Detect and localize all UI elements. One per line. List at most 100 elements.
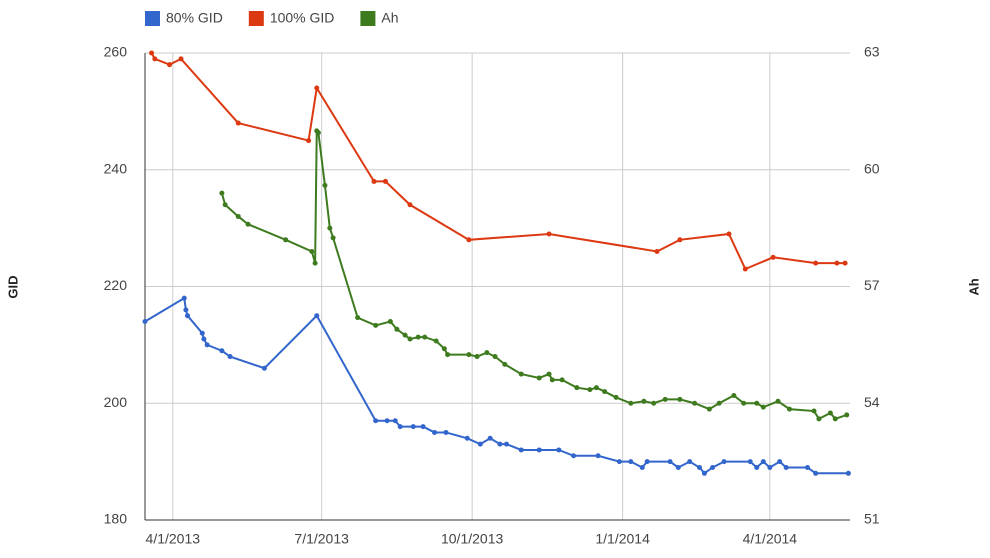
y-axis-title: GID — [5, 275, 20, 298]
data-point — [185, 313, 191, 319]
data-point — [602, 389, 608, 395]
data-point — [546, 231, 552, 237]
data-point — [770, 254, 776, 260]
data-point — [384, 418, 390, 424]
data-point — [204, 342, 210, 348]
y-tick-label: 180 — [104, 511, 128, 527]
data-point — [654, 248, 660, 254]
data-point — [355, 315, 361, 321]
data-point — [261, 365, 267, 371]
data-point — [777, 459, 783, 465]
data-point — [382, 178, 388, 184]
data-point — [222, 202, 228, 208]
data-point — [587, 387, 593, 393]
data-point — [804, 464, 810, 470]
data-point — [433, 338, 439, 344]
y2-tick-label: 54 — [864, 394, 880, 410]
y-tick-label: 240 — [104, 160, 128, 176]
data-point — [628, 459, 634, 465]
data-point — [710, 464, 716, 470]
data-point — [697, 464, 703, 470]
data-point — [484, 350, 490, 356]
data-point — [613, 394, 619, 400]
data-point — [716, 400, 722, 406]
y2-tick-label: 57 — [864, 277, 880, 293]
data-point — [775, 398, 781, 404]
data-point — [330, 235, 336, 241]
data-point — [322, 182, 328, 188]
data-point — [199, 330, 205, 336]
data-point — [832, 416, 838, 422]
data-point — [219, 348, 225, 354]
data-point — [701, 470, 707, 476]
legend-label: 80% GID — [166, 10, 223, 26]
data-point — [518, 371, 524, 377]
data-point — [502, 361, 508, 367]
data-point — [227, 354, 233, 360]
data-point — [441, 346, 447, 352]
x-tick-label: 10/1/2013 — [441, 531, 503, 547]
data-point — [373, 322, 379, 328]
data-point — [474, 354, 480, 360]
data-point — [842, 260, 848, 266]
series-line — [220, 128, 848, 421]
data-point — [644, 459, 650, 465]
data-point — [651, 400, 657, 406]
data-point — [692, 400, 698, 406]
data-point — [677, 237, 683, 243]
data-point — [786, 406, 792, 412]
data-point — [741, 400, 747, 406]
data-point — [595, 453, 601, 459]
data-point — [306, 138, 312, 144]
data-point — [183, 307, 189, 313]
data-point — [407, 202, 413, 208]
data-point — [327, 225, 333, 231]
x-tick-label: 1/1/2014 — [595, 531, 650, 547]
data-point — [487, 435, 493, 441]
legend-swatch — [248, 11, 264, 26]
data-point — [466, 237, 472, 243]
legend-swatch — [360, 11, 376, 26]
data-point — [641, 398, 647, 404]
data-point — [662, 396, 668, 402]
data-point — [503, 441, 509, 447]
data-point — [639, 464, 645, 470]
data-point — [593, 385, 599, 391]
data-point — [392, 418, 398, 424]
data-point — [415, 334, 421, 340]
data-point — [235, 120, 241, 126]
data-point — [219, 190, 225, 196]
data-point — [760, 404, 766, 410]
data-point — [402, 332, 408, 338]
data-point — [574, 385, 580, 391]
series-line — [150, 52, 846, 271]
y2-tick-label: 60 — [864, 160, 880, 176]
data-point — [783, 464, 789, 470]
data-point — [432, 429, 438, 435]
x-tick-label: 7/1/2013 — [294, 531, 349, 547]
y2-axis-title: Ah — [966, 278, 981, 295]
data-point — [314, 313, 320, 319]
data-point — [394, 326, 400, 332]
y2-tick-label: 63 — [864, 44, 880, 60]
data-point — [466, 352, 472, 358]
data-point — [536, 447, 542, 453]
data-point — [373, 418, 379, 424]
data-point — [518, 447, 524, 453]
data-point — [410, 424, 416, 430]
data-point — [312, 260, 318, 266]
data-point — [397, 424, 403, 430]
data-point — [816, 416, 822, 422]
data-point — [445, 352, 451, 358]
data-point — [811, 408, 817, 414]
data-point — [371, 178, 377, 184]
data-point — [420, 424, 426, 430]
x-tick-label: 4/1/2013 — [146, 531, 201, 547]
data-point — [675, 464, 681, 470]
data-point — [201, 336, 207, 342]
data-point — [827, 410, 833, 416]
data-point — [152, 56, 158, 62]
data-point — [677, 396, 683, 402]
data-point — [549, 377, 555, 383]
